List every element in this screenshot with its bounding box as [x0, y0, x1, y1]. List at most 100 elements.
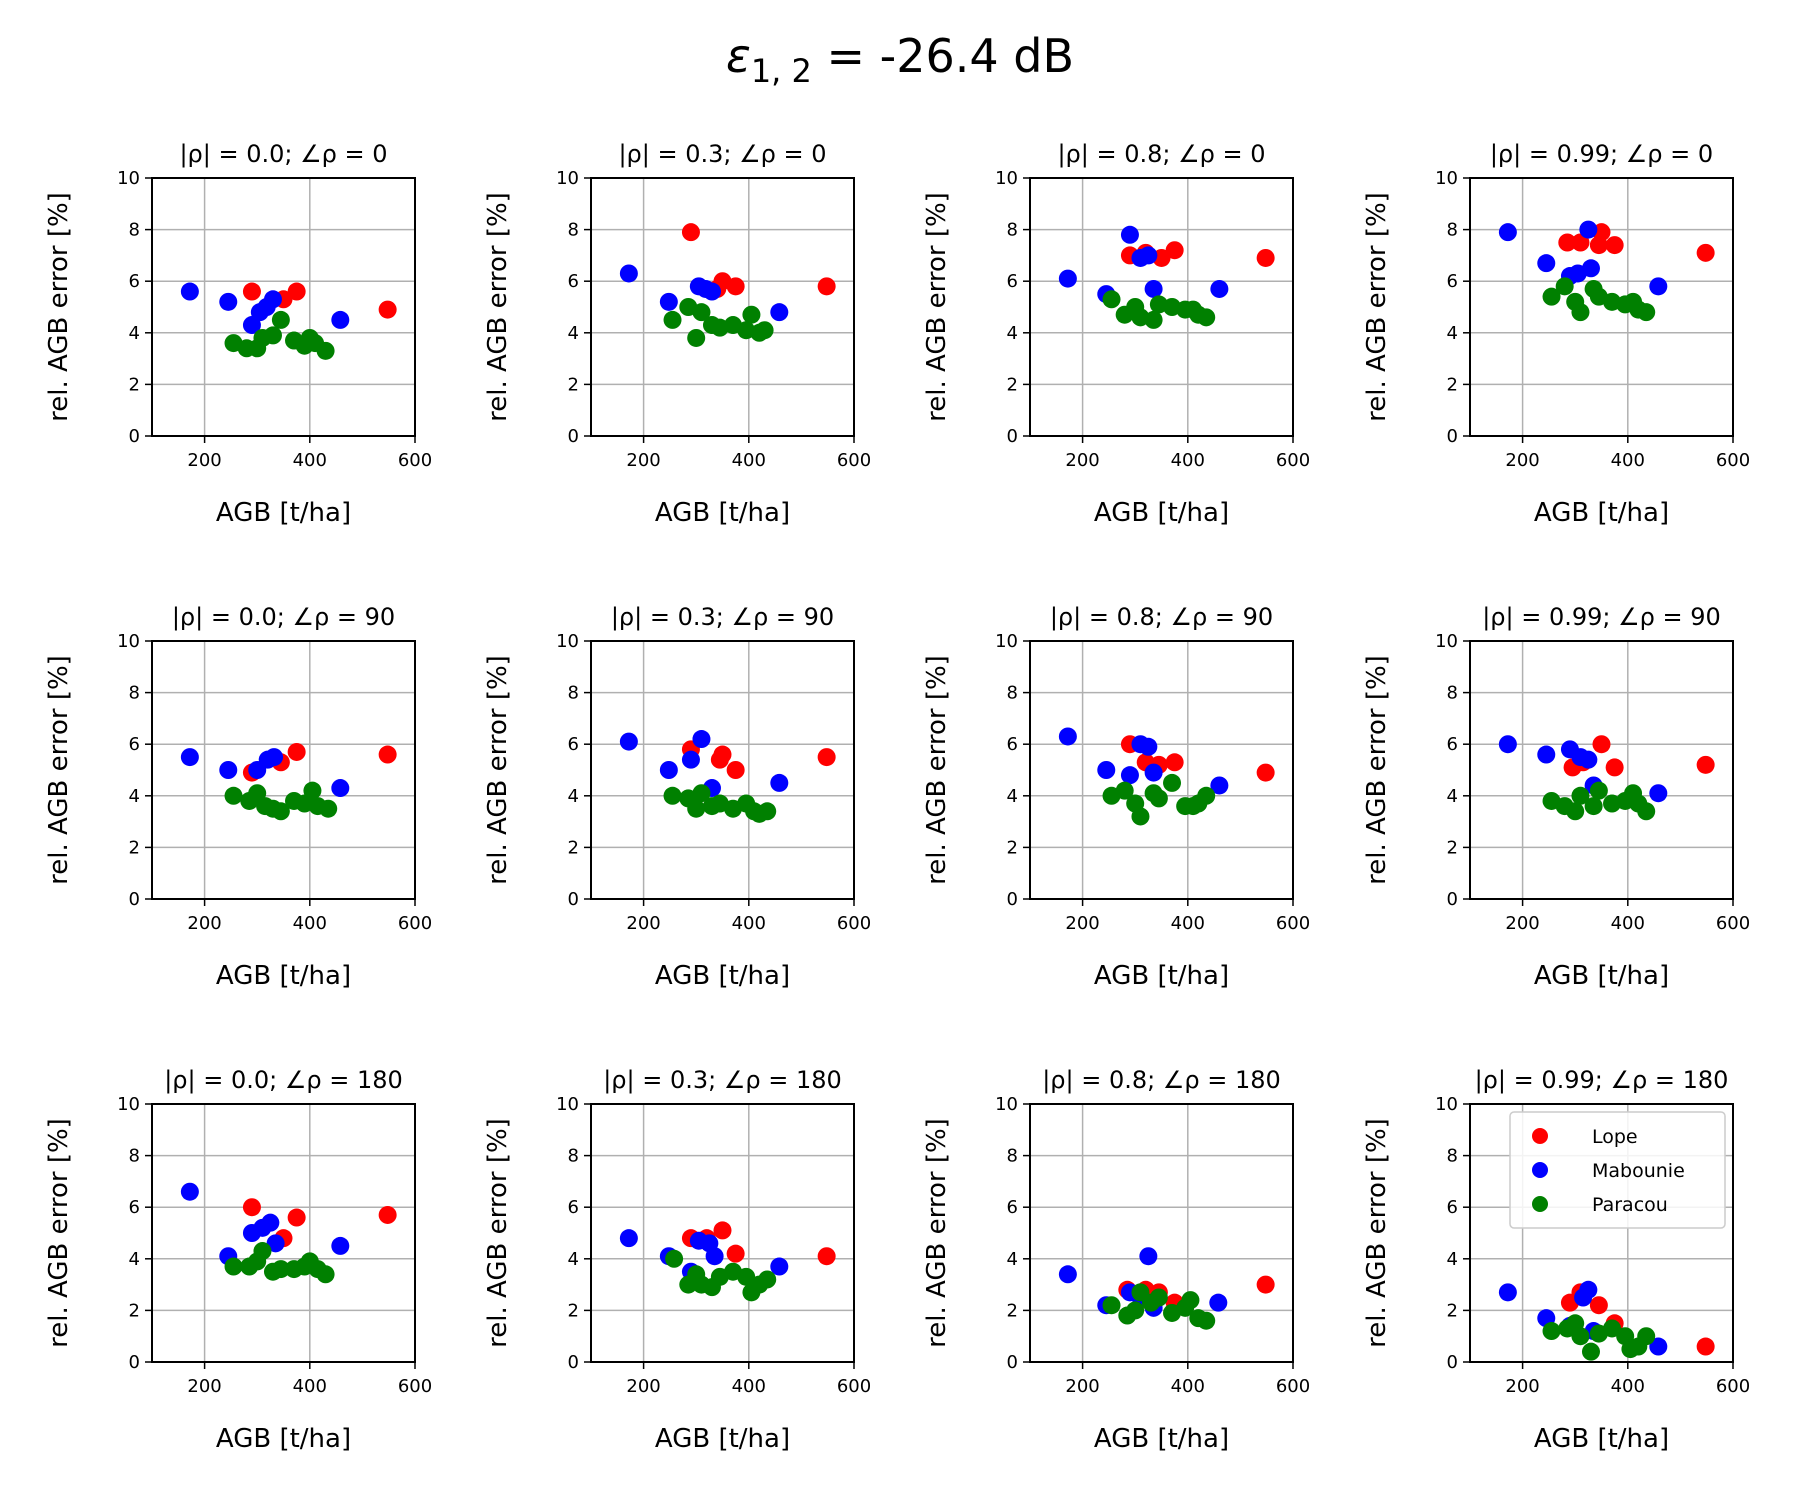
axes-frame [1469, 177, 1734, 437]
point-mabounie [1120, 766, 1139, 785]
point-paracou [692, 303, 711, 322]
y-tick-label: 8 [1447, 220, 1458, 241]
point-mabounie [261, 1213, 280, 1232]
subplot-10: 200 400 600 0 2 4 6 8 10 |ρ| = 0.3; ∠ρ = 180 AGB [… [483, 1066, 871, 1454]
point-lope [1605, 236, 1624, 255]
point-mabounie [1649, 1337, 1668, 1356]
y-tick-label: 4 [1447, 323, 1458, 344]
point-paracou [1581, 1342, 1600, 1361]
point-mabounie [1139, 737, 1158, 756]
y-tick-label: 10 [1435, 631, 1458, 652]
x-axis-label: AGB [t/ha] [655, 1424, 790, 1454]
point-paracou [742, 305, 761, 324]
point-lope [378, 1205, 397, 1224]
title-suffix: = -26.4 dB [812, 29, 1074, 83]
point-mabounie [266, 1234, 285, 1253]
y-tick-label: 8 [1007, 683, 1018, 704]
point-paracou [248, 784, 267, 803]
y-tick-label: 10 [117, 631, 140, 652]
x-tick-label: 400 [1171, 450, 1205, 471]
x-tick-label: 600 [837, 450, 871, 471]
y-tick-label: 8 [1007, 220, 1018, 241]
x-tick-label: 400 [732, 1376, 766, 1397]
point-lope [726, 277, 745, 296]
point-paracou [737, 1267, 756, 1286]
point-paracou [687, 799, 706, 818]
x-tick-label: 600 [398, 1376, 432, 1397]
point-paracou [663, 786, 682, 805]
subplot-title: |ρ| = 0.0; ∠ρ = 180 [164, 1066, 403, 1094]
point-mabounie [219, 761, 238, 779]
point-lope [681, 223, 700, 242]
x-axis-label: AGB [t/ha] [216, 1424, 351, 1454]
point-paracou [1555, 277, 1574, 296]
x-tick-label: 600 [1276, 450, 1310, 471]
point-mabounie [1537, 254, 1556, 273]
point-mabounie [180, 748, 199, 767]
subplot-title: |ρ| = 0.3; ∠ρ = 180 [603, 1066, 842, 1094]
point-paracou [665, 1249, 684, 1268]
subplot-title: |ρ| = 0.3; ∠ρ = 90 [611, 603, 834, 631]
point-mabounie [1498, 1283, 1517, 1302]
point-mabounie [263, 290, 282, 309]
x-tick-label: 400 [1611, 450, 1645, 471]
legend-marker-mabounie [1532, 1162, 1548, 1178]
y-tick-label: 10 [556, 168, 579, 189]
point-mabounie [331, 310, 350, 329]
point-lope [1696, 243, 1715, 262]
point-paracou [1115, 781, 1134, 800]
y-tick-label: 4 [1007, 1249, 1018, 1270]
x-tick-label: 200 [187, 913, 221, 934]
point-mabounie [1649, 784, 1668, 803]
y-tick-label: 2 [568, 374, 579, 395]
point-paracou [1542, 1322, 1561, 1341]
y-tick-label: 8 [1447, 683, 1458, 704]
y-axis-label: rel. AGB error [%] [44, 1118, 74, 1348]
x-tick-label: 400 [293, 1376, 327, 1397]
point-mabounie [1498, 223, 1517, 242]
legend-marker-paracou [1532, 1196, 1548, 1212]
y-tick-label: 2 [568, 837, 579, 858]
y-tick-label: 0 [568, 1352, 579, 1373]
x-tick-label: 400 [732, 913, 766, 934]
point-mabounie [619, 1229, 638, 1248]
point-mabounie [692, 730, 711, 749]
point-paracou [1542, 287, 1561, 306]
y-tick-label: 0 [1007, 426, 1018, 447]
point-paracou [303, 781, 322, 800]
y-tick-label: 6 [1447, 734, 1458, 755]
title-symbol: ε [726, 29, 751, 83]
point-mabounie [1210, 776, 1229, 795]
point-paracou [1149, 789, 1168, 808]
point-mabounie [1579, 750, 1598, 769]
subplot-title: |ρ| = 0.99; ∠ρ = 0 [1490, 140, 1713, 168]
x-tick-label: 600 [1276, 913, 1310, 934]
point-lope [1256, 248, 1275, 267]
y-tick-label: 0 [129, 1352, 140, 1373]
title-subscript: 1, 2 [751, 52, 812, 90]
axes-frame [1029, 177, 1294, 437]
x-axis-label: AGB [t/ha] [655, 498, 790, 528]
y-tick-label: 6 [1007, 271, 1018, 292]
y-tick-label: 0 [568, 426, 579, 447]
y-tick-label: 2 [129, 837, 140, 858]
point-paracou [1102, 290, 1121, 309]
y-tick-label: 6 [129, 734, 140, 755]
y-axis-label: rel. AGB error [%] [922, 1118, 952, 1348]
point-mabounie [702, 282, 721, 301]
y-tick-label: 6 [568, 1197, 579, 1218]
x-tick-label: 200 [626, 1376, 660, 1397]
axes-frame [590, 1103, 855, 1363]
subplot-title: |ρ| = 0.8; ∠ρ = 180 [1042, 1066, 1281, 1094]
point-lope [1256, 1275, 1275, 1294]
x-tick-label: 200 [626, 913, 660, 934]
axes-frame [590, 640, 855, 900]
subplot-6: 200 400 600 0 2 4 6 8 10 |ρ| = 0.3; ∠ρ = 90 AGB [t… [483, 603, 871, 991]
point-paracou [1144, 310, 1163, 329]
x-tick-label: 400 [1171, 913, 1205, 934]
axes-frame [1469, 640, 1734, 900]
point-lope [726, 1244, 745, 1263]
subplot-1: 200 400 600 0 2 4 6 8 10 |ρ| = 0.0; ∠ρ = 0 AGB [t/… [44, 140, 432, 528]
point-lope [287, 282, 306, 301]
